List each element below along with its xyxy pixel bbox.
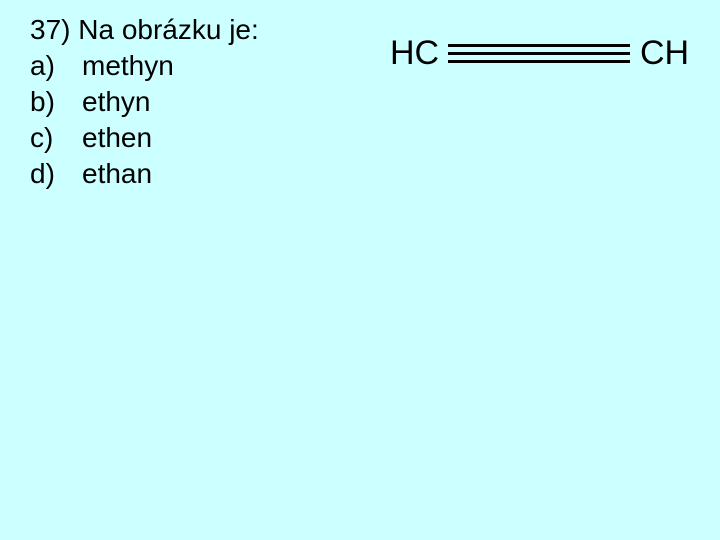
question-prompt: Na obrázku je: xyxy=(78,14,259,45)
option-text: ethan xyxy=(82,158,690,190)
question-number: 37) xyxy=(30,14,70,45)
option-text: ethen xyxy=(82,122,690,154)
molecule-right-label: CH xyxy=(640,34,689,73)
option-c: c) ethen xyxy=(30,122,690,154)
option-letter: c) xyxy=(30,122,82,154)
option-b: b) ethyn xyxy=(30,86,690,118)
option-letter: b) xyxy=(30,86,82,118)
option-letter: a) xyxy=(30,50,82,82)
molecule-left-label: HC xyxy=(390,34,439,73)
triple-bond-line-1 xyxy=(448,44,630,47)
chemistry-diagram: HC CH xyxy=(390,18,700,88)
option-text: ethyn xyxy=(82,86,690,118)
triple-bond-line-2 xyxy=(448,52,630,55)
option-letter: d) xyxy=(30,158,82,190)
option-d: d) ethan xyxy=(30,158,690,190)
triple-bond-line-3 xyxy=(448,60,630,63)
